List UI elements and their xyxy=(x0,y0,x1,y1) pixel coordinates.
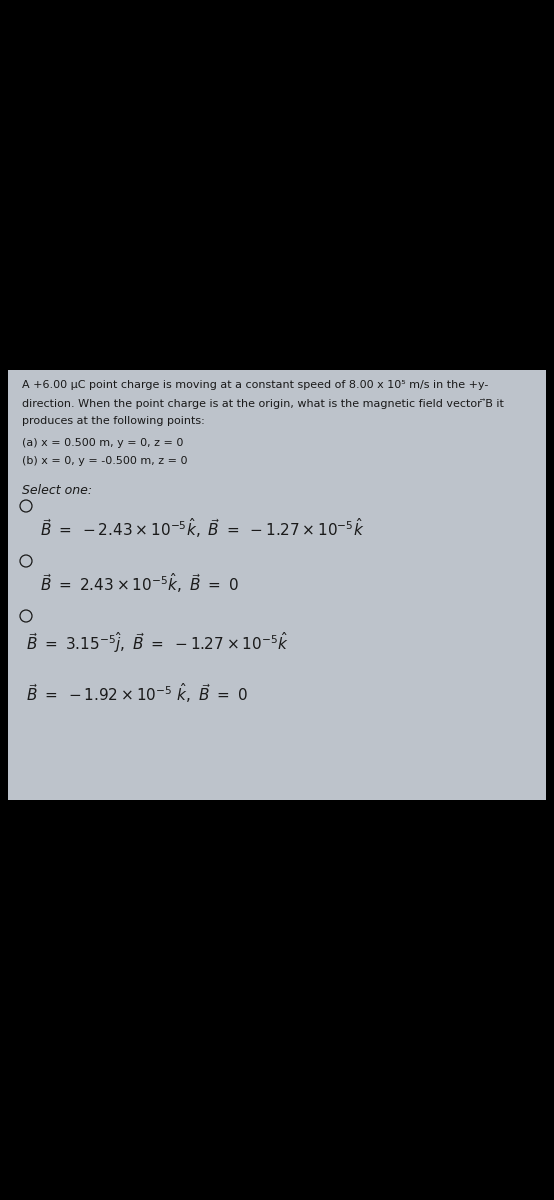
Text: Select one:: Select one: xyxy=(22,484,92,497)
Text: produces at the following points:: produces at the following points: xyxy=(22,416,205,426)
Text: direction. When the point charge is at the origin, what is the magnetic field ve: direction. When the point charge is at t… xyxy=(22,398,504,408)
Text: $\vec{B}\ =\ 2.43\times10^{-5}\hat{k},\ \vec{B}\ =\ 0$: $\vec{B}\ =\ 2.43\times10^{-5}\hat{k},\ … xyxy=(40,571,239,595)
Text: $\vec{B}\ =\ -1.92\times10^{-5}\ \hat{k},\ \vec{B}\ =\ 0$: $\vec{B}\ =\ -1.92\times10^{-5}\ \hat{k}… xyxy=(26,680,248,704)
Text: $\vec{B}\ =\ 3.15^{-5}\hat{j},\ \vec{B}\ =\ -1.27\times10^{-5}\hat{k}$: $\vec{B}\ =\ 3.15^{-5}\hat{j},\ \vec{B}\… xyxy=(26,630,289,655)
FancyBboxPatch shape xyxy=(8,370,546,800)
Text: A +6.00 μC point charge is moving at a constant speed of 8.00 x 10⁵ m/s in the +: A +6.00 μC point charge is moving at a c… xyxy=(22,380,489,390)
Text: $\vec{B}\ =\ -2.43\times10^{-5}\hat{k},\ \vec{B}\ =\ -1.27\times10^{-5}\hat{k}$: $\vec{B}\ =\ -2.43\times10^{-5}\hat{k},\… xyxy=(40,516,365,540)
Text: (a) x = 0.500 m, y = 0, z = 0: (a) x = 0.500 m, y = 0, z = 0 xyxy=(22,438,183,448)
Text: (b) x = 0, y = -0.500 m, z = 0: (b) x = 0, y = -0.500 m, z = 0 xyxy=(22,456,187,466)
